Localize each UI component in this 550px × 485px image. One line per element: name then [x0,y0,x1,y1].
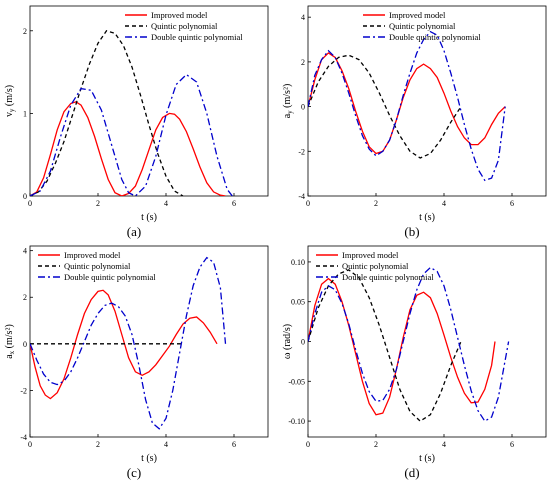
y-tick-label: 4 [23,247,27,256]
y-tick-label: 0.10 [291,258,305,267]
y-tick-label: 2 [301,58,305,67]
x-axis-label: t (s) [141,212,157,223]
legend-label: Quintic polynomial [64,261,131,271]
legend-label: Double quintic polynomial [64,272,156,282]
y-tick-label: -4 [298,192,305,201]
panel-2: 0 2 4 6 -4 -2 0 2 4 t (s) ay (m/s²) (b) Improved mod… [282,5,547,239]
x-tick-label: 2 [96,199,100,208]
series-line-2 [308,54,462,159]
y-tick-label: -0.10 [288,417,305,426]
legend-label: Double quintic polynomial [151,32,243,42]
panel-label: (d) [404,465,419,480]
y-tick-label: -2 [298,147,305,156]
legend-label: Double quintic polynomial [342,272,434,282]
series-line-3 [308,266,510,422]
y-tick-label: -2 [20,386,27,395]
y-tick-label: 2 [23,293,27,302]
plot-frame [29,5,269,197]
legend-label: Improved model [342,250,399,260]
y-tick-label: -4 [20,433,27,442]
y-axis-label: ay (m/s²) [282,84,294,119]
legend-label: Double quintic polynomial [389,32,481,42]
series-line-1 [30,101,226,196]
x-tick-label: 2 [96,440,100,449]
series-line-2 [308,269,462,422]
x-tick-label: 2 [374,199,378,208]
x-axis-label: t (s) [419,453,435,464]
x-tick-label: 0 [306,440,310,449]
panel-4: 0 2 4 6 -0.10 -0.05 0 0.05 0.10 t (s) ω (rad/s) (d)… [282,245,547,480]
y-tick-label: 0 [23,340,27,349]
series-line-3 [30,256,227,430]
series-line-1 [308,277,496,416]
y-tick-label: 4 [301,13,305,22]
legend-label: Improved model [64,250,121,260]
x-tick-label: 4 [442,440,446,449]
plot-frame [307,5,547,197]
legend-label: Quintic polynomial [389,21,456,31]
y-axis-label: vy (m/s) [4,85,16,117]
y-tick-label: 1 [23,109,27,118]
legend-label: Improved model [151,10,208,20]
y-tick-label: 2 [23,27,27,36]
x-tick-label: 6 [232,199,236,208]
legend-label: Quintic polynomial [342,261,409,271]
y-axis-label: ax (m/s²) [4,324,16,359]
x-axis-label: t (s) [419,212,435,223]
legend-label: Quintic polynomial [151,21,218,31]
series-line-1 [30,289,218,400]
y-tick-label: 0 [301,338,305,347]
x-tick-label: 0 [28,440,32,449]
legend-label: Improved model [389,10,446,20]
series-line-3 [30,73,233,196]
panel-1: 0 2 4 6 0 1 2 t (s) vy (m/s) (a) Improved modelQui… [4,5,269,239]
series-line-3 [308,30,506,182]
x-tick-label: 6 [510,199,514,208]
y-tick-label: 0 [23,192,27,201]
x-tick-label: 6 [510,440,514,449]
plot-frame [29,245,269,438]
x-tick-label: 0 [306,199,310,208]
panel-3: 0 2 4 6 -4 -2 0 2 4 t (s) ax (m/s²) (c) Improved mod… [4,245,269,480]
x-axis-label: t (s) [141,453,157,464]
series-line-1 [308,52,506,155]
panel-label: (a) [127,224,141,239]
series-line-2 [30,30,184,196]
y-tick-label: 0.05 [291,298,305,307]
x-tick-label: 6 [232,440,236,449]
y-axis-label: ω (rad/s) [282,324,293,359]
x-tick-label: 4 [164,440,168,449]
x-tick-label: 4 [442,199,446,208]
panel-label: (c) [127,465,141,480]
x-tick-label: 0 [28,199,32,208]
y-tick-label: -0.05 [288,377,305,386]
x-tick-label: 2 [374,440,378,449]
panel-label: (b) [404,224,419,239]
y-tick-label: 0 [301,103,305,112]
x-tick-label: 4 [164,199,168,208]
